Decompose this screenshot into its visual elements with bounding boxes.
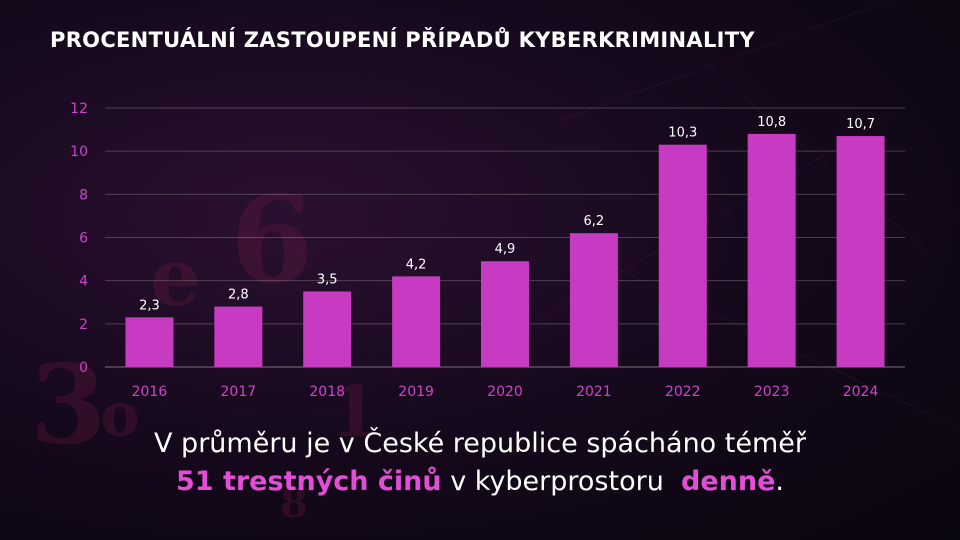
caption-highlight-count: 51 trestných činů — [175, 466, 442, 497]
y-tick-label: 0 — [79, 360, 88, 376]
data-label: 4,9 — [495, 242, 516, 257]
y-axis-ticks: 0 2 4 6 8 10 12 — [70, 101, 88, 376]
x-tick-label: 2017 — [221, 384, 257, 400]
bar — [658, 144, 707, 367]
bar — [214, 306, 263, 367]
y-tick-label: 10 — [70, 144, 88, 160]
x-tick-label: 2018 — [309, 384, 345, 400]
data-label: 2,3 — [139, 298, 160, 313]
data-label: 10,8 — [757, 115, 786, 130]
bar — [392, 276, 441, 367]
y-tick-label: 2 — [79, 317, 88, 333]
y-tick-label: 8 — [79, 187, 88, 203]
caption-middle-text: v kyberprostoru — [441, 466, 681, 497]
x-tick-label: 2019 — [398, 384, 434, 400]
x-tick-label: 2022 — [665, 384, 701, 400]
bar — [747, 133, 796, 367]
bars — [125, 133, 885, 367]
caption-highlight-daily: denně — [681, 466, 776, 497]
data-label: 10,3 — [668, 126, 697, 141]
bar — [836, 136, 885, 367]
x-tick-label: 2016 — [132, 384, 168, 400]
x-tick-label: 2021 — [576, 384, 612, 400]
chart-title: PROCENTUÁLNÍ ZASTOUPENÍ PŘÍPADŮ KYBERKRI… — [50, 28, 755, 52]
bar — [303, 291, 352, 367]
caption-line-2: 51 trestných činů v kyberprostoru denně. — [0, 466, 960, 497]
y-tick-label: 6 — [79, 231, 88, 247]
x-tick-label: 2020 — [487, 384, 523, 400]
x-axis-ticks: 2016 2017 2018 2019 2020 2021 2022 2023 2024 — [132, 384, 879, 400]
bar — [481, 261, 529, 367]
y-tick-label: 12 — [70, 101, 88, 117]
x-tick-label: 2024 — [843, 384, 879, 400]
bar — [569, 233, 618, 367]
data-label: 2,8 — [228, 288, 249, 303]
data-labels: 2,3 2,8 3,5 4,2 4,9 6,2 10,3 10,8 10,7 — [139, 115, 875, 313]
data-label: 10,7 — [846, 117, 875, 132]
data-label: 4,2 — [406, 257, 427, 272]
y-tick-label: 4 — [79, 274, 88, 290]
caption-end: . — [775, 466, 784, 497]
data-label: 3,5 — [317, 272, 338, 287]
caption-text: V průměru je v České republice spácháno … — [154, 428, 806, 459]
bar — [125, 317, 174, 367]
x-tick-label: 2023 — [754, 384, 790, 400]
caption-line-1: V průměru je v České republice spácháno … — [0, 428, 960, 459]
data-label: 6,2 — [584, 214, 605, 229]
